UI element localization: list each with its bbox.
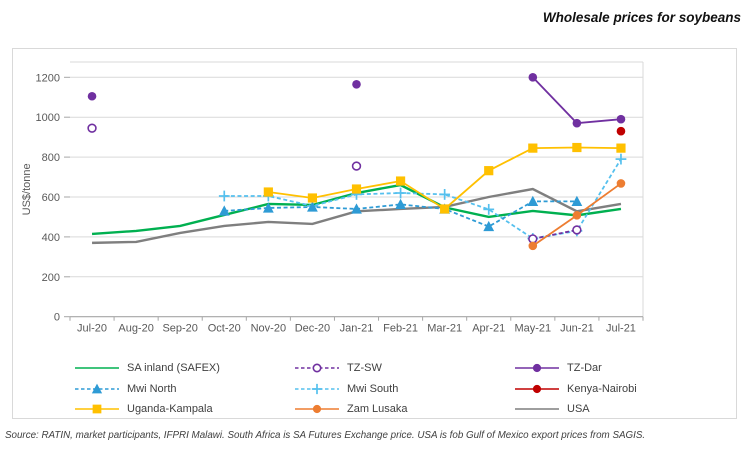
svg-text:Mar-21: Mar-21 (427, 323, 462, 335)
legend-marker-mwi-north (75, 383, 119, 394)
series-uganda-kampala (263, 142, 626, 214)
series-tz-sw (87, 123, 582, 244)
legend-marker-kenya-nairobi (515, 384, 559, 393)
svg-text:200: 200 (42, 272, 60, 284)
legend-item-mwi-south: Mwi South (294, 382, 514, 396)
svg-text:600: 600 (42, 192, 60, 204)
chart-legend: SA inland (SAFEX) TZ-SW TZ-Dar Mwi North Mwi… (74, 358, 674, 420)
legend-label: USA (567, 403, 590, 416)
legend-item-uganda-kampala: Uganda-Kampala (74, 402, 294, 416)
series-mwi-south (218, 153, 627, 244)
legend-item-tz-sw: TZ-SW (294, 361, 514, 375)
chart-title: Wholesale prices for soybeans (542, 10, 741, 25)
svg-text:Jan-21: Jan-21 (340, 323, 374, 335)
legend-label: TZ-SW (347, 362, 382, 375)
svg-text:Dec-20: Dec-20 (295, 323, 330, 335)
legend-label: Mwi North (127, 382, 177, 395)
legend-label: Zam Lusaka (347, 403, 408, 416)
legend-label: Uganda-Kampala (127, 403, 213, 416)
legend-marker-sa-inland-safex (75, 367, 119, 370)
y-axis-title: US$/tonne (21, 163, 33, 215)
legend-label: TZ-Dar (567, 362, 602, 375)
legend-marker-zam-lusaka (295, 405, 339, 414)
svg-text:Feb-21: Feb-21 (383, 323, 418, 335)
legend-label: SA inland (SAFEX) (127, 362, 220, 375)
series-zam-lusaka (528, 179, 626, 251)
svg-text:Apr-21: Apr-21 (472, 323, 505, 335)
legend-marker-tz-dar (515, 364, 559, 373)
legend-item-usa: USA (514, 402, 674, 416)
legend-label: Kenya-Nairobi (567, 382, 637, 395)
legend-item-zam-lusaka: Zam Lusaka (294, 402, 514, 416)
svg-text:0: 0 (54, 312, 60, 324)
svg-text:Jul-20: Jul-20 (77, 323, 107, 335)
svg-text:May-21: May-21 (514, 323, 551, 335)
legend-item-tz-dar: TZ-Dar (514, 361, 674, 375)
series-mwi-north (218, 195, 583, 232)
series-tz-dar (87, 73, 626, 128)
series-kenya-nairobi (616, 126, 626, 136)
source-note: Source: RATIN, market participants, IFPR… (5, 430, 646, 441)
svg-text:800: 800 (42, 152, 60, 164)
legend-item-kenya-nairobi: Kenya-Nairobi (514, 382, 674, 396)
svg-text:Nov-20: Nov-20 (251, 323, 286, 335)
legend-marker-usa (515, 408, 559, 411)
svg-text:400: 400 (42, 232, 60, 244)
axes: 0 200 400 600 800 1000 1200 Jul-20 Aug-20 Sep-20 O… (36, 72, 644, 335)
svg-text:Jun-21: Jun-21 (560, 323, 594, 335)
legend-marker-uganda-kampala (75, 404, 119, 414)
chart-frame (12, 48, 737, 419)
svg-text:Oct-20: Oct-20 (208, 323, 241, 335)
legend-marker-mwi-south (295, 383, 339, 394)
svg-text:1000: 1000 (36, 112, 60, 124)
svg-text:Sep-20: Sep-20 (162, 323, 197, 335)
legend-label: Mwi South (347, 382, 399, 395)
svg-text:1200: 1200 (36, 72, 60, 84)
svg-text:Jul-21: Jul-21 (606, 323, 636, 335)
legend-item-sa-inland-safex: SA inland (SAFEX) (74, 361, 294, 375)
legend-marker-tz-sw (295, 363, 339, 373)
svg-text:Aug-20: Aug-20 (118, 323, 153, 335)
legend-item-mwi-north: Mwi North (74, 382, 294, 396)
